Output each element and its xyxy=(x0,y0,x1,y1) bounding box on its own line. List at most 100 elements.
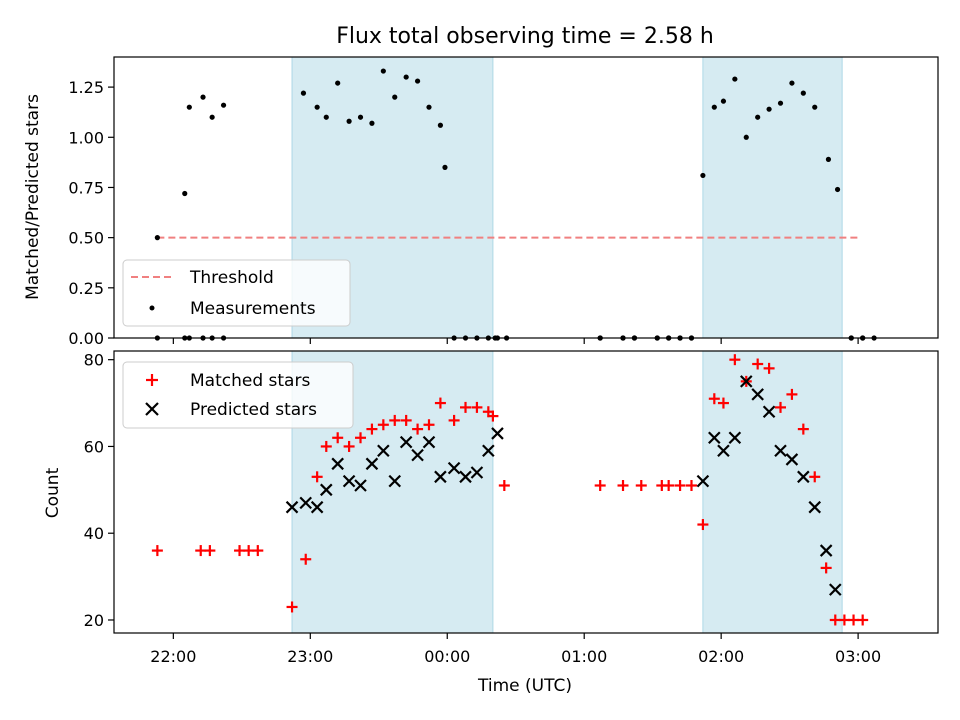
top-plot-frame xyxy=(113,56,939,339)
predicted-stars-point xyxy=(739,375,753,388)
bottom-y-axis-label: Count xyxy=(43,467,63,518)
matched-stars-point xyxy=(434,397,446,409)
predicted-stars-point xyxy=(717,444,730,458)
predicted-stars-point xyxy=(696,474,710,488)
top-legend: Threshold Measurements xyxy=(122,259,351,327)
matched-stars-point xyxy=(300,553,312,565)
x-tick-label: 22:00 xyxy=(150,647,196,666)
matched-stars-point xyxy=(286,601,298,613)
predicted-stars-point xyxy=(491,427,504,440)
measurement-point xyxy=(766,106,772,112)
measurement-point xyxy=(789,80,795,86)
predicted-stars-point xyxy=(447,461,461,475)
predicted-stars-point xyxy=(459,470,472,484)
predicted-stars-point xyxy=(285,500,299,514)
matched-stars-point xyxy=(204,545,216,557)
top-y-tick-label: 1.00 xyxy=(68,128,104,147)
measurement-point xyxy=(314,104,320,110)
matched-stars-point xyxy=(820,562,832,574)
measurement-point xyxy=(437,122,444,128)
bottom-plot-frame xyxy=(113,350,939,634)
matched-stars-point xyxy=(763,362,775,374)
matched-stars-point xyxy=(717,397,729,409)
measurement-point xyxy=(442,164,448,170)
top-y-tick-label: 0.50 xyxy=(68,229,104,248)
measurement-point xyxy=(200,94,206,100)
measurement-point xyxy=(335,80,341,86)
matched-stars-point xyxy=(729,354,741,366)
matched-stars-point xyxy=(752,358,764,370)
measurement-point xyxy=(800,90,806,96)
predicted-stars-point xyxy=(762,405,776,419)
measurements-legend-label: Measurements xyxy=(190,299,316,319)
matched-stars-point xyxy=(697,519,709,531)
matched-stars-point xyxy=(311,471,323,483)
matched-legend-swatch xyxy=(146,374,158,386)
predicted-stars-point xyxy=(785,453,799,466)
predicted-stars-point xyxy=(774,444,787,458)
measurement-point xyxy=(711,104,717,110)
matched-stars-point xyxy=(366,423,378,435)
matched-stars-point xyxy=(635,479,647,491)
measurement-point xyxy=(300,90,307,96)
predicted-stars-point xyxy=(310,500,324,514)
predicted-stars-point xyxy=(728,431,742,445)
top-y-tick-label: 0.25 xyxy=(68,279,104,298)
x-tick-label: 01:00 xyxy=(561,647,607,666)
chart-title: Flux total observing time = 2.58 h xyxy=(336,24,714,49)
predicted-stars-point xyxy=(354,479,367,492)
measurement-point xyxy=(755,114,761,120)
matched-stars-point xyxy=(775,401,787,413)
measurement-point xyxy=(414,78,421,84)
matched-stars-point xyxy=(448,414,460,426)
predicted-stars-point xyxy=(708,431,721,445)
predicted-stars-point xyxy=(434,470,447,484)
matched-stars-point xyxy=(487,410,499,422)
bottom-shaded-window xyxy=(702,350,843,634)
matched-stars-point xyxy=(400,414,412,426)
top-y-axis-label: Matched/Predicted stars xyxy=(23,94,43,300)
measurement-point xyxy=(392,94,398,100)
measurement-point xyxy=(825,156,832,162)
measurement-point xyxy=(812,104,818,110)
top-legend-box xyxy=(122,259,351,327)
predicted-stars-point xyxy=(388,474,402,488)
predicted-stars-point xyxy=(342,474,356,488)
top-y-tick-label: 0.00 xyxy=(68,329,104,348)
matched-legend-label: Matched stars xyxy=(190,371,310,391)
predicted-legend-label: Predicted stars xyxy=(190,400,317,420)
matched-stars-point xyxy=(498,479,510,491)
measurement-point xyxy=(700,172,706,179)
x-tick-label: 02:00 xyxy=(698,647,744,666)
matched-stars-point xyxy=(332,432,344,444)
measurement-point xyxy=(732,76,738,82)
predicted-stars-point xyxy=(319,483,333,497)
measurements-legend-swatch xyxy=(149,305,155,311)
matched-stars-point xyxy=(617,479,629,491)
predicted-stars-point xyxy=(482,444,495,458)
matched-stars-point xyxy=(594,479,606,491)
predicted-stars-point xyxy=(819,544,833,557)
measurement-point xyxy=(380,68,386,74)
bottom-y-tick-label: 80 xyxy=(84,351,104,370)
predicted-legend-swatch xyxy=(145,402,159,416)
matched-stars-point xyxy=(809,471,821,483)
measurement-point xyxy=(403,74,409,80)
predicted-stars-point xyxy=(808,500,822,514)
top-y-tick-label: 0.75 xyxy=(68,178,104,197)
threshold-legend-label: Threshold xyxy=(189,268,274,288)
predicted-stars-point xyxy=(751,388,764,401)
matched-stars-point xyxy=(685,479,697,491)
predicted-stars-point xyxy=(399,435,413,449)
measurement-point xyxy=(186,104,192,110)
measurement-point xyxy=(323,114,329,120)
measurement-point xyxy=(209,114,215,120)
measurement-point xyxy=(346,118,352,124)
measurement-point xyxy=(369,120,375,126)
measurement-point xyxy=(834,186,841,193)
predicted-stars-point xyxy=(331,457,344,471)
matched-stars-point xyxy=(389,414,401,426)
measurement-point xyxy=(220,102,227,108)
bottom-y-tick-label: 40 xyxy=(84,524,104,543)
